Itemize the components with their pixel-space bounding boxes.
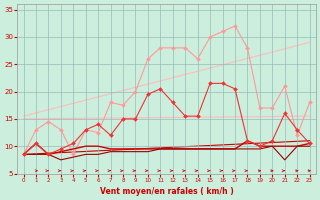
X-axis label: Vent moyen/en rafales ( km/h ): Vent moyen/en rafales ( km/h )	[100, 187, 234, 196]
